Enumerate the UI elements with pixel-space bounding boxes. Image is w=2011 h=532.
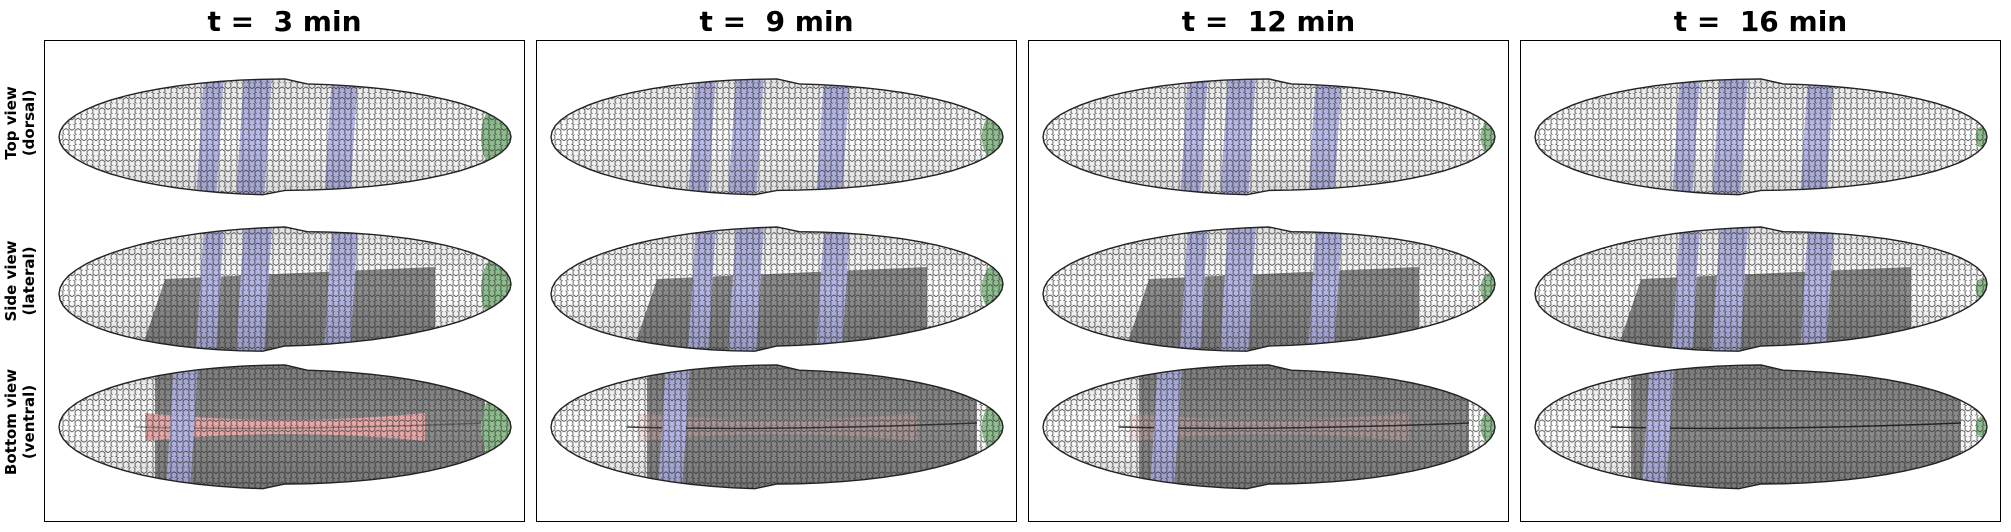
row-label-side-view: Side view (lateral) (2, 201, 46, 361)
embryo-top-view (1534, 78, 1988, 196)
row-label-side-line1: Side view (2, 240, 20, 322)
embryo-bottom-view (550, 364, 1004, 490)
panel-9min (536, 40, 1017, 522)
row-label-top-view: Top view (dorsal) (2, 43, 46, 203)
embryo-side-view (550, 226, 1004, 352)
embryo-figure (1534, 78, 1988, 490)
panel-title-16min: t = 16 min (1673, 5, 1848, 38)
panel-title-9min: t = 9 min (699, 5, 854, 38)
row-label-bottom-view: Bottom view (ventral) (2, 342, 46, 502)
row-label-bottom-line1: Bottom view (2, 368, 20, 476)
panel-title-3min: t = 3 min (207, 5, 362, 38)
panel-12min (1028, 40, 1509, 522)
row-label-bottom-line2: (ventral) (20, 384, 38, 460)
row-label-top-line2: (dorsal) (20, 89, 38, 157)
panel-16min (1520, 40, 2001, 522)
embryo-side-view (1534, 226, 1988, 352)
row-label-top-line1: Top view (2, 86, 20, 160)
embryo-figure (58, 78, 512, 490)
panel-3min (44, 40, 525, 522)
embryo-figure (550, 78, 1004, 490)
embryo-bottom-view (1534, 364, 1988, 490)
embryo-figure (1042, 78, 1496, 490)
embryo-top-view (58, 78, 512, 196)
row-label-side-line2: (lateral) (20, 246, 38, 316)
embryo-bottom-view (58, 364, 512, 490)
embryo-bottom-view (1042, 364, 1496, 490)
embryo-top-view (1042, 78, 1496, 196)
embryo-top-view (550, 78, 1004, 196)
embryo-side-view (58, 226, 512, 352)
embryo-side-view (1042, 226, 1496, 352)
panel-title-12min: t = 12 min (1181, 5, 1356, 38)
